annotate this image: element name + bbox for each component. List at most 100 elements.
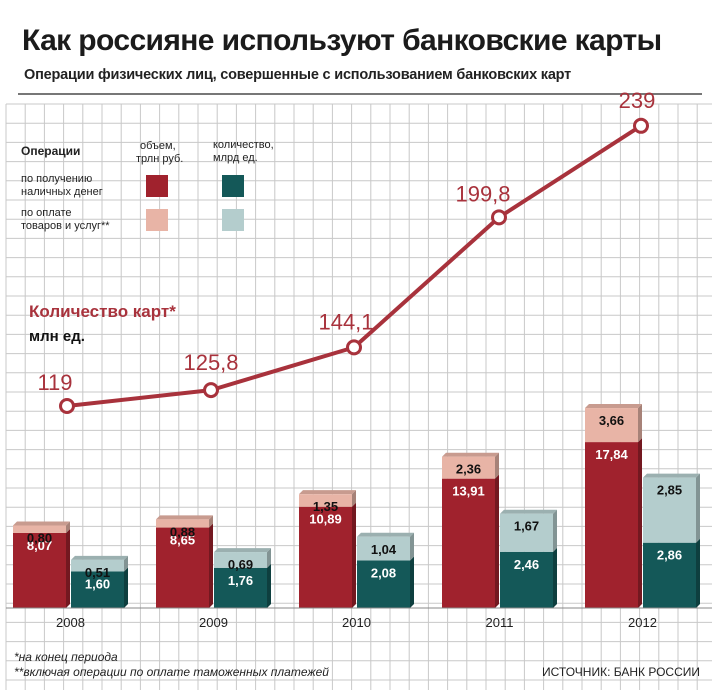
bar-side-count-0 bbox=[124, 567, 128, 608]
cards-series-label: Количество карт* bbox=[29, 302, 176, 321]
cards-value-label: 125,8 bbox=[183, 350, 238, 375]
bar-value-label: 1,76 bbox=[228, 573, 253, 588]
bar-side-volume-0 bbox=[352, 502, 356, 608]
bar-top-volume bbox=[13, 521, 70, 526]
bar-value-label: 0,88 bbox=[170, 524, 195, 539]
bar-count-0-2009 bbox=[214, 567, 267, 608]
bar-volume-1-2009 bbox=[156, 519, 209, 528]
bar-side-count-0 bbox=[553, 547, 557, 608]
bar-value-label: 2,46 bbox=[514, 557, 539, 572]
x-tick-label: 2011 bbox=[486, 615, 514, 630]
cards-point-2010 bbox=[346, 339, 362, 356]
bar-volume-0-2009 bbox=[156, 527, 209, 608]
bar-side-count-1 bbox=[267, 548, 271, 568]
legend-volume-label-line2: трлн руб. bbox=[136, 153, 183, 165]
legend-volume-label-line1: объем, bbox=[140, 140, 176, 152]
bar-count-0-2010 bbox=[357, 560, 410, 608]
cards-point-2008 bbox=[59, 398, 75, 414]
bar-side-volume-0 bbox=[495, 474, 499, 608]
bar-top-count bbox=[643, 473, 700, 478]
bar-side-volume-1 bbox=[352, 490, 356, 507]
bar-side-volume-1 bbox=[638, 404, 642, 443]
bar-value-label: 1,35 bbox=[313, 499, 338, 514]
bar-count-0-2012 bbox=[643, 542, 696, 608]
bar-value-label: 1,60 bbox=[85, 576, 110, 591]
bar-value-label: 1,04 bbox=[371, 542, 397, 557]
bar-count-0-2008 bbox=[71, 571, 124, 608]
bar-top-volume bbox=[442, 452, 499, 457]
legend-cash-label-line1: по получению bbox=[21, 173, 92, 185]
bar-volume-0-2011 bbox=[442, 478, 495, 608]
bar-volume-0-2010 bbox=[299, 506, 352, 608]
chart-subtitle: Операции физических лиц, совершенные с и… bbox=[24, 67, 572, 83]
cards-point-2009 bbox=[203, 382, 219, 399]
bar-side-volume-1 bbox=[66, 521, 70, 533]
bar-volume-1-2012 bbox=[585, 408, 638, 443]
bar-value-label: 2,08 bbox=[371, 566, 396, 581]
bar-count-1-2008 bbox=[71, 559, 124, 572]
bar-value-label: 0,80 bbox=[27, 531, 52, 546]
bar-side-count-1 bbox=[553, 509, 557, 552]
bar-top-count bbox=[71, 555, 128, 560]
bar-side-volume-0 bbox=[66, 528, 70, 608]
bar-top-count bbox=[357, 532, 414, 537]
legend-swatch-cash-volume bbox=[146, 175, 168, 197]
source-credit: ИСТОЧНИК: БАНК РОССИИ bbox=[542, 665, 700, 679]
chart-title: Как россияне используют банковские карты bbox=[22, 24, 662, 57]
bar-value-label: 10,89 bbox=[309, 512, 342, 527]
bar-top-volume bbox=[156, 515, 213, 520]
bar-count-1-2010 bbox=[357, 536, 410, 561]
cards-unit-label: млн ед. bbox=[29, 328, 85, 345]
x-tick-label: 2009 bbox=[199, 615, 228, 630]
bar-side-count-0 bbox=[696, 538, 700, 608]
bar-value-label: 2,86 bbox=[657, 548, 682, 563]
bar-volume-1-2010 bbox=[299, 494, 352, 507]
cards-value-label: 199,8 bbox=[455, 181, 510, 206]
bar-value-label: 0,51 bbox=[85, 565, 110, 580]
legend-swatch-cash-count bbox=[222, 175, 244, 197]
bar-top-count bbox=[500, 509, 557, 514]
bar-top-volume bbox=[585, 404, 642, 409]
bar-top-count bbox=[214, 548, 271, 553]
x-tick-label: 2010 bbox=[342, 615, 371, 630]
footnote-1: *на конец периода bbox=[14, 650, 118, 664]
bar-count-1-2012 bbox=[643, 477, 696, 543]
cards-line-layer: 119 125,8 144,1 199,8 239 bbox=[37, 88, 655, 414]
bar-side-count-1 bbox=[410, 532, 414, 561]
bar-side-volume-0 bbox=[638, 438, 642, 608]
bars-layer: 8,070,80 1,600,51 8,650,88 1,760,69 10,891,3… bbox=[13, 404, 700, 608]
legend-goods-label-line1: по оплате bbox=[21, 207, 72, 219]
legend-goods-label-line2: товаров и услуг** bbox=[21, 220, 110, 232]
bar-side-count-1 bbox=[124, 555, 128, 572]
bar-volume-1-2011 bbox=[442, 456, 495, 479]
cards-point-2012 bbox=[633, 117, 649, 134]
bar-volume-1-2008 bbox=[13, 525, 66, 533]
bar-count-0-2011 bbox=[500, 551, 553, 608]
bar-value-label: 17,84 bbox=[595, 447, 628, 462]
bar-side-volume-1 bbox=[495, 452, 499, 479]
bar-value-label: 3,66 bbox=[599, 413, 624, 428]
bar-value-label: 1,67 bbox=[514, 519, 539, 534]
bar-value-label: 8,07 bbox=[27, 538, 52, 553]
legend-cash-label-line2: наличных денег bbox=[21, 186, 103, 198]
x-axis: 2008 2009 2010 2011 2012 bbox=[6, 607, 712, 630]
bar-side-volume-0 bbox=[209, 523, 213, 608]
cards-point-2011 bbox=[491, 209, 507, 226]
legend-count-label-line1: количество, bbox=[213, 139, 274, 151]
cards-value-label: 119 bbox=[37, 370, 72, 395]
x-tick-label: 2008 bbox=[56, 615, 85, 630]
cards-value-label: 144,1 bbox=[318, 309, 373, 334]
bar-side-volume-1 bbox=[209, 515, 213, 528]
bar-value-label: 13,91 bbox=[452, 484, 485, 499]
footnote-2: **включая операции по оплате таможенных … bbox=[14, 665, 329, 679]
bar-volume-0-2012 bbox=[585, 442, 638, 608]
bar-value-label: 2,36 bbox=[456, 462, 481, 477]
x-tick-label: 2012 bbox=[628, 615, 657, 630]
bar-count-1-2011 bbox=[500, 513, 553, 552]
bar-side-count-1 bbox=[696, 473, 700, 543]
bar-side-count-0 bbox=[267, 563, 271, 608]
legend-count-label-line2: млрд ед. bbox=[213, 152, 258, 164]
bar-side-count-0 bbox=[410, 556, 414, 608]
